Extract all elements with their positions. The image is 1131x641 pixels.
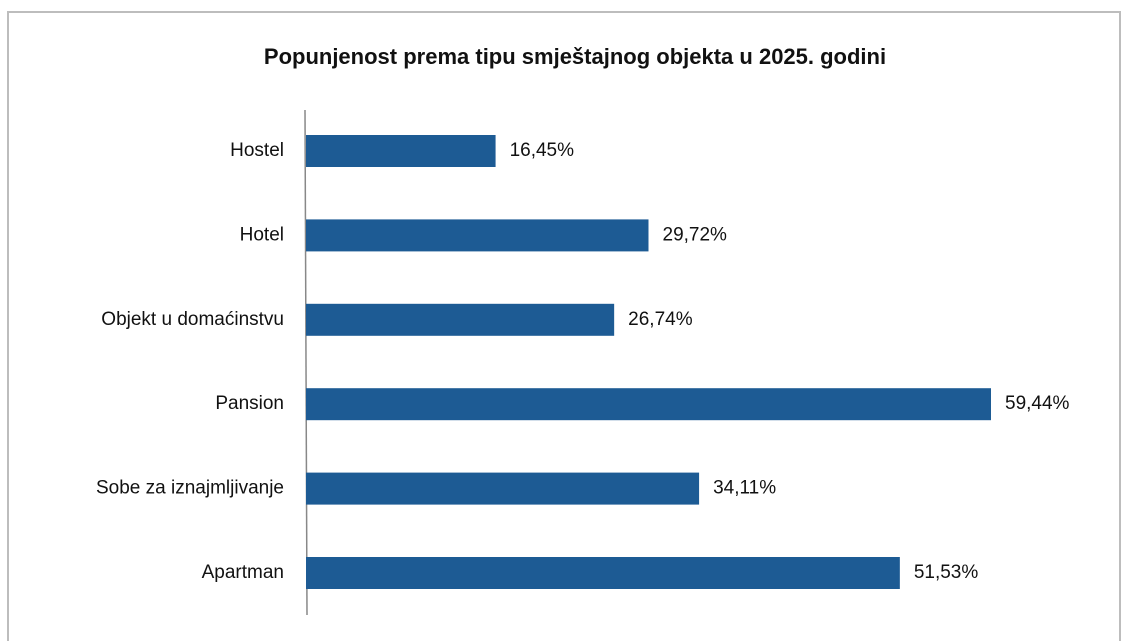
value-label: 34,11%	[713, 478, 776, 499]
category-label: Hotel	[240, 224, 284, 245]
bar	[306, 219, 649, 252]
chart-title: Popunjenost prema tipu smještajnog objek…	[264, 44, 886, 69]
category-label: Pansion	[215, 393, 284, 414]
bar	[306, 303, 615, 336]
value-label: 26,74%	[628, 309, 693, 330]
value-label: 59,44%	[1005, 393, 1070, 414]
bar	[306, 557, 900, 589]
bar	[306, 388, 991, 421]
category-label: Hostel	[230, 140, 284, 161]
value-label: 51,53%	[914, 562, 979, 583]
bar	[306, 472, 700, 505]
category-label: Sobe za iznajmljivanje	[96, 478, 284, 499]
value-label: 16,45%	[510, 140, 575, 161]
value-label: 29,72%	[663, 224, 728, 245]
category-axis	[304, 109, 308, 616]
category-label: Objekt u domaćinstvu	[101, 309, 284, 330]
bar	[306, 135, 496, 167]
category-label: Apartman	[202, 562, 284, 583]
